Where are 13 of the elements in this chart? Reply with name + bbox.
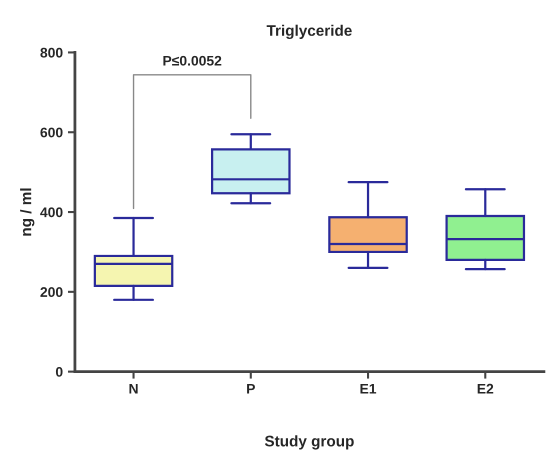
x-tick-label: E1	[360, 384, 376, 394]
annotation: P≤0.0052	[163, 56, 222, 66]
y-axis-title: ng / ml	[20, 188, 34, 236]
x-axis-title: Study group	[264, 435, 354, 450]
y-tick-label: 0	[56, 366, 63, 377]
x-tick-label: P	[247, 384, 255, 394]
x-tick-label: E2	[478, 384, 494, 394]
y-tick-label: 200	[40, 287, 63, 298]
x-tick-label: N	[129, 384, 138, 394]
y-tick-label: 400	[40, 207, 63, 218]
y-tick-label: 600	[40, 128, 63, 138]
y-tick-label: 800	[40, 48, 63, 58]
chart-title: Triglyceride	[266, 24, 352, 40]
